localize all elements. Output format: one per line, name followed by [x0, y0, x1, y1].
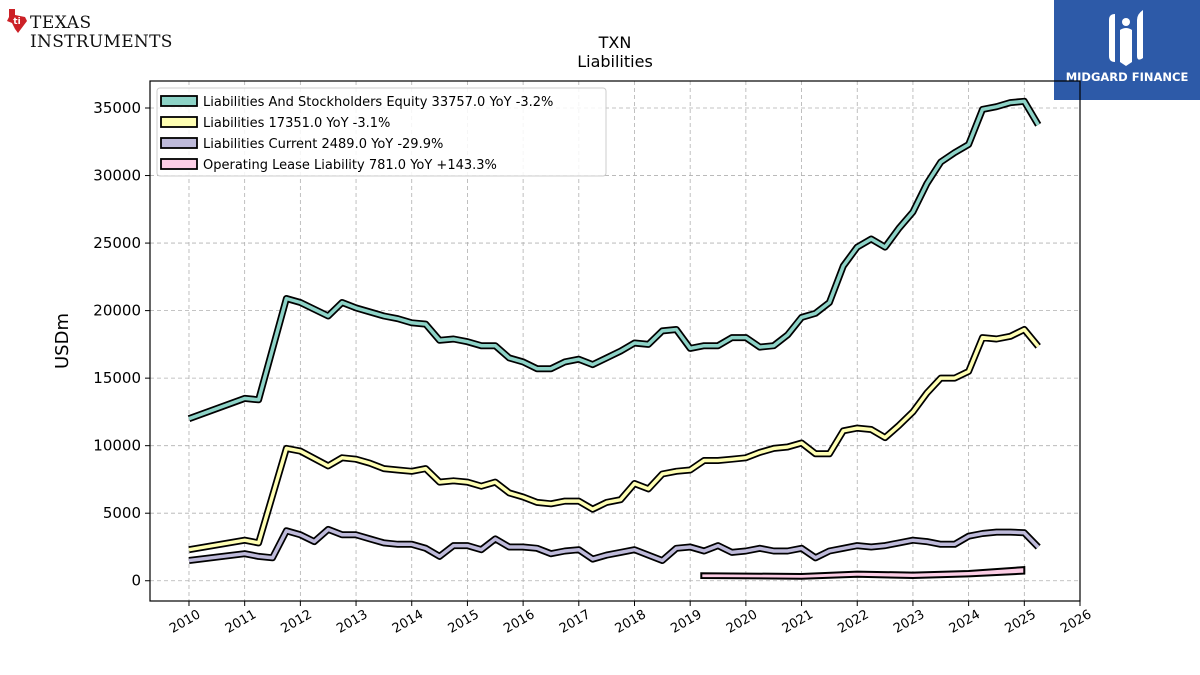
legend-label: Liabilities Current 2489.0 YoY -29.9%	[203, 137, 443, 152]
x-tick-label: 2014	[390, 607, 426, 637]
series-3	[700, 566, 1026, 580]
series-1	[188, 326, 1041, 554]
y-axis-label: USDm	[52, 313, 73, 369]
x-tick-label: 2020	[724, 607, 760, 637]
x-tick-label: 2010	[167, 607, 203, 637]
legend-label: Liabilities 17351.0 YoY -3.1%	[203, 116, 390, 131]
legend-item: Liabilities Current 2489.0 YoY -29.9%	[160, 137, 443, 152]
x-tick-label: 2024	[947, 607, 983, 637]
chart-title: TXN	[598, 33, 632, 52]
y-tick-label: 5000	[103, 504, 141, 522]
y-tick-label: 30000	[93, 167, 141, 185]
legend-item: Operating Lease Liability 781.0 YoY +143…	[160, 158, 497, 173]
legend-item: Liabilities 17351.0 YoY -3.1%	[160, 116, 390, 131]
series-band	[700, 566, 1026, 580]
x-tick-label: 2012	[279, 607, 315, 637]
midgard-emblem-icon	[1109, 10, 1143, 66]
y-tick-label: 0	[131, 572, 141, 590]
x-tick-label: 2018	[613, 607, 649, 637]
ti-wordmark: Texas Instruments	[30, 14, 173, 52]
svg-text:ti: ti	[13, 17, 20, 27]
x-tick-label: 2017	[557, 607, 593, 637]
x-tick-label: 2023	[891, 607, 927, 637]
x-tick-label: 2022	[835, 607, 871, 637]
x-tick-label: 2021	[780, 607, 816, 637]
legend-swatch	[160, 137, 198, 149]
x-tick-label: 2025	[1002, 607, 1038, 637]
series-outline	[188, 525, 1041, 564]
series-outline	[188, 326, 1041, 554]
x-tick-label: 2019	[668, 607, 704, 637]
midgard-finance-name: MIDGARD FINANCE	[1065, 70, 1189, 84]
legend: Liabilities And Stockholders Equity 3375…	[156, 87, 607, 177]
series-0	[187, 97, 1042, 422]
x-tick-label: 2016	[501, 607, 537, 637]
legend-swatch	[160, 95, 198, 107]
series-line	[188, 99, 1040, 421]
midgard-finance-logo: MIDGARD FINANCE	[1054, 0, 1200, 100]
texas-state-icon: ti	[7, 9, 27, 33]
y-tick-label: 25000	[93, 234, 141, 252]
x-tick-label: 2013	[334, 607, 370, 637]
y-tick-label: 35000	[93, 99, 141, 117]
ti-wordmark-line1: Texas	[30, 13, 92, 33]
series-layer	[187, 97, 1042, 580]
plot-frame	[149, 80, 1081, 602]
legend-items: Liabilities And Stockholders Equity 3375…	[160, 95, 553, 173]
x-tick-label: 2026	[1058, 607, 1094, 637]
chart-subtitle: Liabilities	[577, 52, 653, 71]
legend-box	[156, 87, 607, 177]
y-tick-label: 10000	[93, 437, 141, 455]
legend-swatch	[160, 116, 198, 128]
y-tick-label: 15000	[93, 369, 141, 387]
series-line	[188, 327, 1040, 552]
series-2	[188, 525, 1041, 564]
legend-label: Liabilities And Stockholders Equity 3375…	[203, 95, 553, 110]
ti-wordmark-line2: Instruments	[30, 32, 173, 52]
x-tick-label: 2011	[223, 607, 259, 637]
texas-instruments-logo: ti Texas Instruments	[6, 6, 172, 54]
legend-item: Liabilities And Stockholders Equity 3375…	[160, 95, 553, 110]
series-line	[188, 527, 1040, 563]
legend-label: Operating Lease Liability 781.0 YoY +143…	[203, 158, 497, 173]
x-tick-label: 2015	[446, 607, 482, 637]
y-tick-label: 20000	[93, 302, 141, 320]
legend-swatch	[160, 158, 198, 170]
